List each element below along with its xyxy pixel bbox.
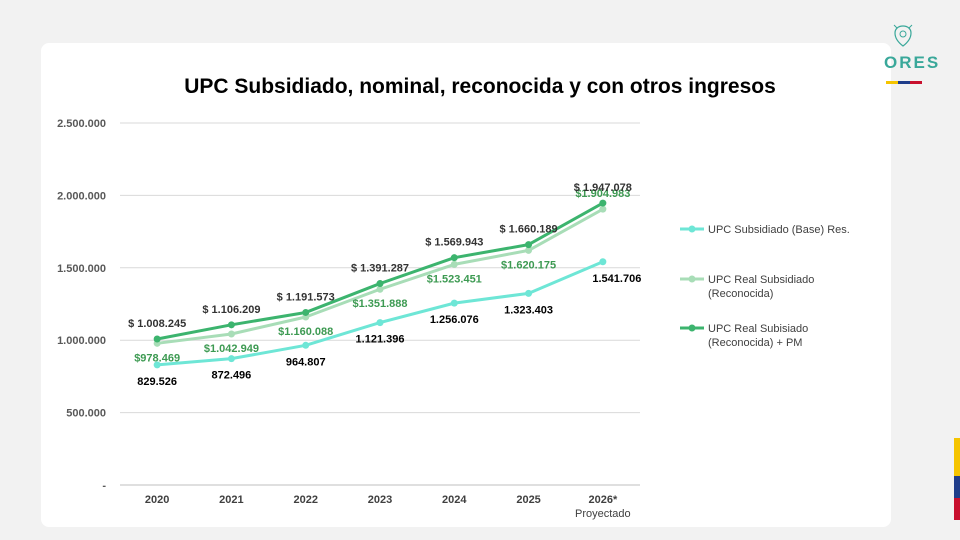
data-label: 1.256.076: [430, 314, 479, 326]
x-tick-label: 2025: [516, 494, 540, 506]
data-point: [227, 355, 235, 363]
data-label: $1.523.451: [427, 273, 482, 285]
legend-label: UPC Real Subisiado (Reconocida) + PM: [708, 323, 808, 349]
y-tick-label: 1.500.000: [57, 263, 106, 275]
chart-card: [41, 43, 891, 527]
data-point: [376, 280, 384, 288]
data-label: $ 1.660.189: [500, 224, 558, 236]
x-tick-note: Proyectado: [575, 508, 631, 520]
data-point: [599, 258, 607, 266]
data-point: [599, 205, 607, 213]
x-tick-label: 2020: [145, 494, 169, 506]
logo-text: ORES: [884, 53, 941, 72]
data-label: 964.807: [286, 356, 326, 368]
y-tick-label: 1.000.000: [57, 335, 106, 347]
x-tick-label: 2021: [219, 494, 243, 506]
data-point: [525, 241, 533, 249]
data-point: [153, 361, 161, 369]
data-label: $1.160.088: [278, 326, 333, 338]
legend-swatch-marker: [688, 275, 696, 283]
flag-bar-yellow: [954, 438, 960, 476]
data-point: [450, 299, 458, 307]
data-label: $1.042.949: [204, 343, 259, 355]
data-label: $1.620.175: [501, 259, 556, 271]
data-point: [153, 335, 161, 343]
data-label: $ 1.191.573: [277, 291, 335, 303]
x-tick-label: 2024: [442, 494, 467, 506]
flag-bar-red: [954, 498, 960, 520]
logo-stripe-yellow: [886, 81, 898, 84]
data-label: $1.351.888: [352, 298, 407, 310]
coat-of-arms-icon: [893, 24, 913, 47]
data-label: $978.469: [134, 352, 180, 364]
y-tick-label: -: [102, 480, 106, 492]
logo-stripe-red: [910, 81, 922, 84]
legend-swatch-marker: [688, 324, 696, 332]
data-point: [376, 319, 384, 327]
data-label: $ 1.391.287: [351, 263, 409, 275]
chart-title: UPC Subsidiado, nominal, reconocida y co…: [184, 75, 776, 98]
data-point: [525, 246, 533, 254]
data-point: [376, 285, 384, 293]
logo-stripe-blue: [898, 81, 910, 84]
y-tick-label: 2.000.000: [57, 190, 106, 202]
data-label: $ 1.569.943: [425, 237, 483, 249]
data-point: [450, 260, 458, 268]
data-label: 1.323.403: [504, 304, 553, 316]
data-point: [302, 341, 310, 349]
data-point: [525, 289, 533, 297]
data-point: [599, 199, 607, 207]
data-point: [227, 330, 235, 338]
institution-logo: ORES: [884, 24, 960, 94]
data-point: [302, 308, 310, 316]
data-label: 829.526: [137, 376, 177, 388]
data-point: [227, 321, 235, 329]
y-tick-label: 2.500.000: [57, 118, 106, 130]
legend-swatch-marker: [688, 225, 696, 233]
data-label: 1.541.706: [592, 273, 641, 285]
legend-label: UPC Subsidiado (Base) Res.: [708, 224, 850, 236]
x-tick-label: 2022: [293, 494, 317, 506]
data-label: $ 1.008.245: [128, 318, 186, 330]
data-label: $1.904.983: [575, 188, 630, 200]
data-label: 1.121.396: [356, 334, 405, 346]
y-tick-label: 500.000: [66, 408, 106, 420]
data-label: $ 1.947.078: [574, 182, 632, 194]
x-tick-label: 2026*: [588, 494, 617, 506]
x-tick-label: 2023: [368, 494, 392, 506]
data-label: $ 1.106.209: [202, 304, 260, 316]
data-point: [450, 254, 458, 262]
flag-bar-blue: [954, 476, 960, 498]
legend-label: UPC Real Subsidiado (Reconocida): [708, 274, 814, 300]
data-label: 872.496: [212, 370, 252, 382]
